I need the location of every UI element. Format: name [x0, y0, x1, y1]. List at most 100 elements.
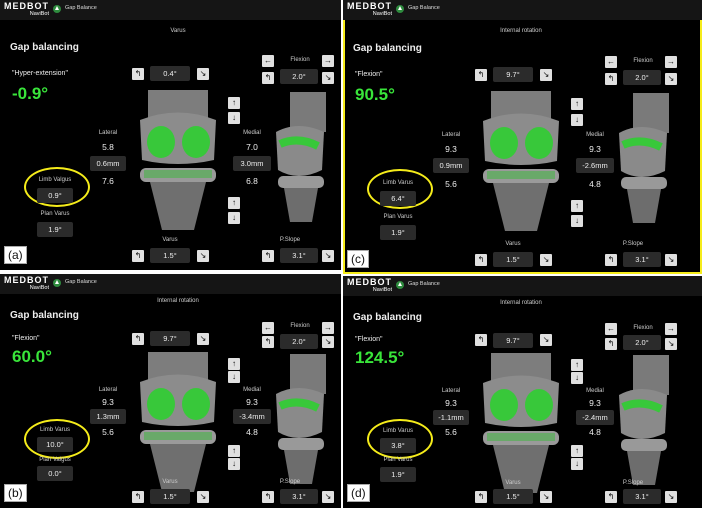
arrow-down-icon[interactable]: ↓ — [571, 372, 583, 385]
gap-balance-panel: MEDBOT NaviBot Gap Balance Gap balancing … — [343, 276, 702, 508]
rotate-right-icon[interactable]: ↘ — [540, 490, 552, 503]
bottom-alignment-value: 1.5° — [150, 488, 190, 504]
knee-front-view — [483, 353, 559, 494]
arrow-up-icon[interactable]: ↑ — [228, 197, 240, 209]
rotate-right-icon[interactable]: ↘ — [197, 332, 209, 345]
limb-alignment-highlight — [24, 418, 90, 459]
rotate-right-icon[interactable]: ↘ — [197, 250, 209, 262]
arrow-right-icon[interactable]: → — [665, 55, 677, 68]
plan-alignment-label: Plan Valgus — [39, 456, 71, 463]
rotate-right-icon[interactable]: ↘ — [197, 490, 209, 503]
rotate-left-icon[interactable]: ↰ — [132, 332, 144, 345]
medial-extension-value: 7.0 — [246, 142, 258, 152]
rotate-right-icon[interactable]: ↘ — [665, 253, 677, 266]
rotate-left-icon[interactable]: ↰ — [262, 250, 274, 262]
top-alignment-value: 0.4° — [150, 66, 190, 81]
rotate-left-icon[interactable]: ↰ — [475, 334, 487, 347]
rotate-right-icon[interactable]: ↘ — [197, 68, 209, 80]
knee-nav-icon[interactable] — [52, 4, 62, 14]
rotate-left-icon[interactable]: ↰ — [605, 337, 617, 350]
arrow-up-icon[interactable]: ↑ — [228, 97, 240, 109]
flexion-value: 2.0° — [623, 70, 661, 86]
rotate-left-icon[interactable]: ↰ — [262, 490, 274, 503]
rotate-right-icon[interactable]: ↘ — [540, 253, 552, 266]
rotate-left-icon[interactable]: ↰ — [605, 73, 617, 86]
flexion-value: 2.0° — [623, 335, 661, 351]
arrow-down-icon[interactable]: ↓ — [571, 113, 583, 126]
medial-label: Medial — [243, 130, 261, 136]
arrow-down-icon[interactable]: ↓ — [228, 371, 240, 384]
medbot-logo: MEDBOT NaviBot — [347, 277, 392, 294]
top-alignment-label: Varus — [170, 28, 186, 34]
bottom-alignment-value: 1.5° — [493, 489, 533, 505]
rotate-right-icon[interactable]: ↘ — [665, 490, 677, 503]
knee-front-view — [483, 91, 559, 232]
top-alignment-label: Internal rotation — [157, 298, 199, 305]
rotate-left-icon[interactable]: ↰ — [262, 72, 274, 84]
medial-flexion-value: 4.8 — [246, 426, 258, 437]
arrow-down-icon[interactable]: ↓ — [228, 212, 240, 224]
rotate-left-icon[interactable]: ↰ — [132, 250, 144, 262]
arrow-down-icon[interactable]: ↓ — [571, 215, 583, 228]
rotate-left-icon[interactable]: ↰ — [475, 253, 487, 266]
lateral-extension-value: 5.8 — [102, 142, 114, 152]
rotate-left-icon[interactable]: ↰ — [605, 490, 617, 503]
arrow-down-icon[interactable]: ↓ — [571, 458, 583, 471]
arrow-up-icon[interactable]: ↑ — [571, 199, 583, 212]
arrow-up-icon[interactable]: ↑ — [571, 445, 583, 458]
rotate-right-icon[interactable]: ↘ — [540, 334, 552, 347]
posterior-slope-label: P.Slope — [279, 237, 301, 243]
rotate-left-icon[interactable]: ↰ — [132, 68, 144, 80]
lateral-extension-value: 9.3 — [445, 398, 457, 408]
medbot-logo: MEDBOT NaviBot — [347, 1, 392, 18]
posterior-slope-label: P.Slope — [622, 479, 644, 486]
arrow-up-icon[interactable]: ↑ — [571, 98, 583, 111]
rotate-right-icon[interactable]: ↘ — [665, 73, 677, 86]
arrow-down-icon[interactable]: ↓ — [228, 112, 240, 124]
arrow-up-icon[interactable]: ↑ — [571, 359, 583, 372]
gap-balance-panel: MEDBOT NaviBot Gap Balance Gap balancing … — [0, 0, 341, 270]
medial-extension-value: 9.3 — [246, 397, 258, 408]
rotate-left-icon[interactable]: ↰ — [262, 336, 274, 349]
arrow-left-icon[interactable]: ← — [262, 55, 274, 67]
limb-alignment-label: Limb Valgus — [38, 177, 72, 183]
medial-gap-value: -2.6mm — [576, 158, 614, 174]
arrow-left-icon[interactable]: ← — [262, 321, 274, 334]
rotate-left-icon[interactable]: ↰ — [132, 490, 144, 503]
knee-nav-icon[interactable] — [52, 278, 62, 288]
knee-nav-icon[interactable] — [395, 4, 405, 14]
rotate-right-icon[interactable]: ↘ — [540, 69, 552, 81]
arrow-right-icon[interactable]: → — [665, 323, 677, 336]
flexion-angle-value: 124.5° — [355, 348, 405, 368]
lateral-gap-value: 1.3mm — [90, 409, 126, 425]
medial-label: Medial — [243, 386, 261, 393]
top-alignment-label: Internal rotation — [500, 300, 542, 307]
flexion-mode-label: "Flexion" — [12, 334, 40, 342]
lateral-flexion-value: 5.6 — [445, 178, 457, 189]
posterior-slope-value: 3.1° — [623, 489, 661, 505]
gap-balance-panel: MEDBOT NaviBot Gap Balance Gap balancing … — [343, 0, 702, 274]
rotate-right-icon[interactable]: ↘ — [322, 72, 334, 84]
rotate-left-icon[interactable]: ↰ — [475, 69, 487, 81]
lateral-label: Lateral — [441, 131, 461, 138]
panel-tag: (a) — [4, 246, 27, 264]
rotate-right-icon[interactable]: ↘ — [665, 337, 677, 350]
rotate-right-icon[interactable]: ↘ — [322, 490, 334, 503]
screen-title: Gap Balance — [408, 5, 440, 11]
arrow-right-icon[interactable]: → — [322, 321, 334, 334]
arrow-left-icon[interactable]: ← — [605, 55, 617, 68]
medial-label: Medial — [586, 387, 604, 394]
arrow-up-icon[interactable]: ↑ — [228, 358, 240, 371]
arrow-up-icon[interactable]: ↑ — [228, 444, 240, 457]
posterior-slope-value: 3.1° — [280, 248, 318, 263]
bottom-alignment-label: Varus — [162, 479, 178, 486]
rotate-right-icon[interactable]: ↘ — [322, 250, 334, 262]
knee-nav-icon[interactable] — [395, 280, 405, 290]
rotate-left-icon[interactable]: ↰ — [605, 253, 617, 266]
arrow-down-icon[interactable]: ↓ — [228, 457, 240, 470]
arrow-left-icon[interactable]: ← — [605, 323, 617, 336]
rotate-right-icon[interactable]: ↘ — [322, 336, 334, 349]
flexion-mode-label: "Flexion" — [355, 71, 383, 79]
arrow-right-icon[interactable]: → — [322, 55, 334, 67]
rotate-left-icon[interactable]: ↰ — [475, 490, 487, 503]
